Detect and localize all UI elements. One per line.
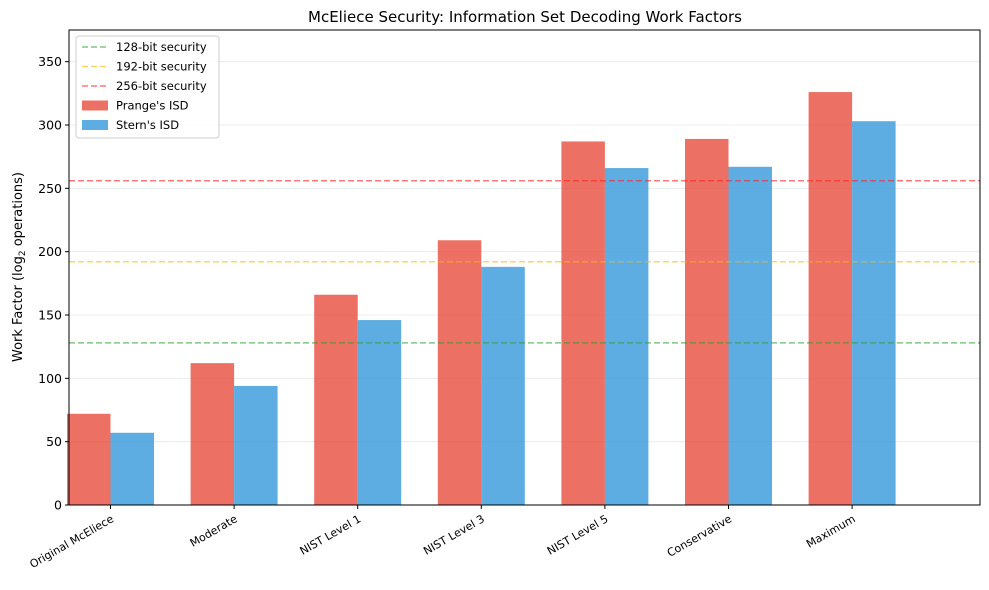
bar-prange (561, 141, 605, 505)
y-tick-label: 150 (38, 308, 62, 323)
bar-prange (190, 363, 235, 505)
bar-prange (437, 240, 482, 505)
bar-stern (852, 121, 896, 505)
legend-box (75, 35, 220, 139)
bar-prange (67, 413, 111, 505)
x-tick-label: Maximum (804, 512, 857, 550)
legend-label: Stern's ISD (116, 118, 179, 132)
x-tick-label: NIST Level 1 (298, 512, 364, 557)
y-tick-label: 200 (38, 244, 62, 259)
plot-frame (68, 29, 981, 506)
legend-label: Prange's ISD (116, 99, 189, 113)
bar-prange (808, 92, 853, 506)
y-tick-label: 350 (38, 54, 62, 69)
bar-prange (314, 294, 358, 505)
x-tick-label: Conservative (665, 512, 734, 560)
x-tick-label: Original McEliece (27, 512, 116, 571)
y-axis-label: Work Factor (log2 operations) (11, 172, 28, 362)
y-tick-label: 0 (54, 498, 62, 513)
y-axis-label-prefix: Work Factor (log (11, 256, 26, 362)
y-axis-label-suffix: operations) (11, 172, 26, 250)
x-tick-label: Moderate (188, 512, 240, 550)
legend-label: 192-bit security (116, 60, 207, 74)
bar-stern (728, 166, 772, 506)
bar-stern (357, 320, 402, 505)
legend-label: 256-bit security (116, 79, 207, 93)
x-tick-label: NIST Level 3 (421, 512, 487, 557)
legend-swatch-bar (82, 100, 108, 111)
y-axis-label-subscript: 2 (18, 250, 28, 256)
bar-stern (110, 432, 154, 505)
bar-stern (481, 266, 525, 505)
bars-layer (67, 92, 896, 506)
bar-prange (685, 138, 729, 505)
legend-label: 128-bit security (116, 40, 207, 54)
y-tick-label: 50 (46, 434, 62, 449)
threshold-layer (69, 179, 980, 344)
y-tick-label: 250 (38, 181, 62, 196)
x-tick-label: NIST Level 5 (545, 512, 611, 557)
bar-stern (604, 168, 649, 506)
bar-stern (234, 385, 278, 505)
legend-swatch-bar (82, 120, 108, 130)
y-tick-label: 100 (38, 371, 62, 386)
chart-title: McEliece Security: Information Set Decod… (308, 8, 742, 26)
legend: 128-bit security 192-bit security 256-bit … (75, 35, 220, 139)
y-tick-label: 300 (38, 118, 62, 133)
